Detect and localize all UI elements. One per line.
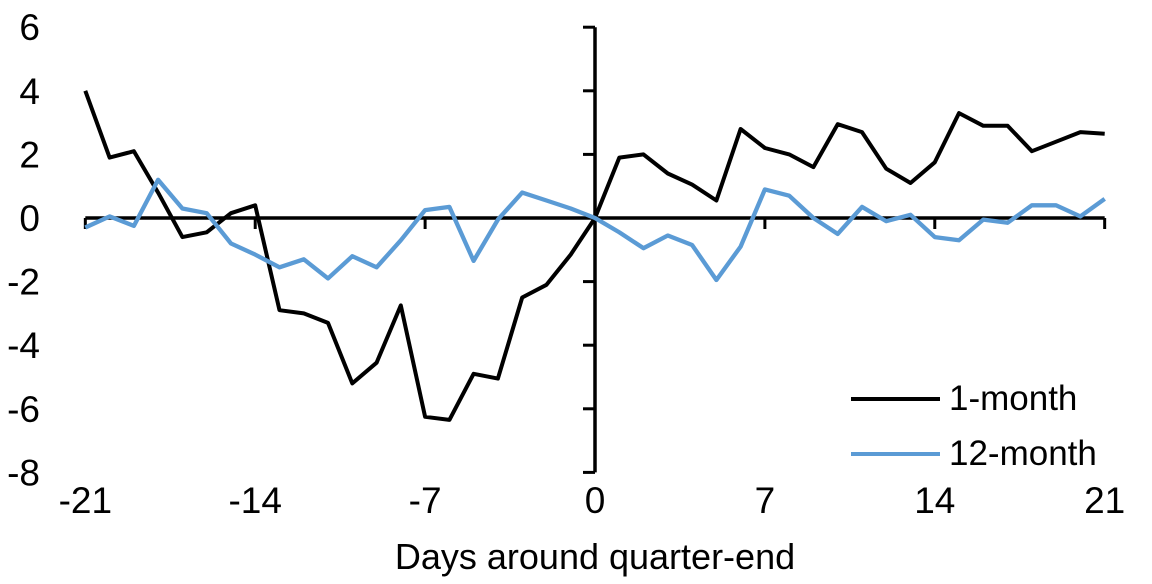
y-tick-label: 2 xyxy=(19,134,40,175)
y-tick-label: -4 xyxy=(7,325,40,366)
legend-line-swatch-12-month xyxy=(851,452,940,456)
legend-item-12-month: 12-month xyxy=(851,433,1097,475)
x-tick-label: -14 xyxy=(228,480,281,521)
x-tick-label: 14 xyxy=(914,480,955,521)
y-tick-label: -6 xyxy=(7,389,40,430)
y-tick-label: -2 xyxy=(7,262,40,303)
y-tick-label: 4 xyxy=(19,71,40,112)
y-tick-label: 0 xyxy=(19,198,40,239)
x-tick-label: -7 xyxy=(409,480,442,521)
x-tick-label: 0 xyxy=(585,480,606,521)
legend-item-1-month: 1-month xyxy=(851,378,1097,420)
legend: 1-month 12-month xyxy=(851,378,1097,488)
y-tick-label: 6 xyxy=(19,7,40,48)
x-axis-title: Days around quarter-end xyxy=(394,536,796,577)
x-tick-label: -21 xyxy=(59,480,112,521)
x-tick-label: 21 xyxy=(1084,480,1125,521)
series-line-12-month xyxy=(84,177,1106,283)
legend-line-swatch-1-month xyxy=(851,397,940,401)
y-tick-label: -8 xyxy=(7,452,40,493)
legend-label-1-month: 1-month xyxy=(949,379,1078,418)
legend-label-12-month: 12-month xyxy=(949,434,1097,473)
x-tick-label: 7 xyxy=(755,480,776,521)
